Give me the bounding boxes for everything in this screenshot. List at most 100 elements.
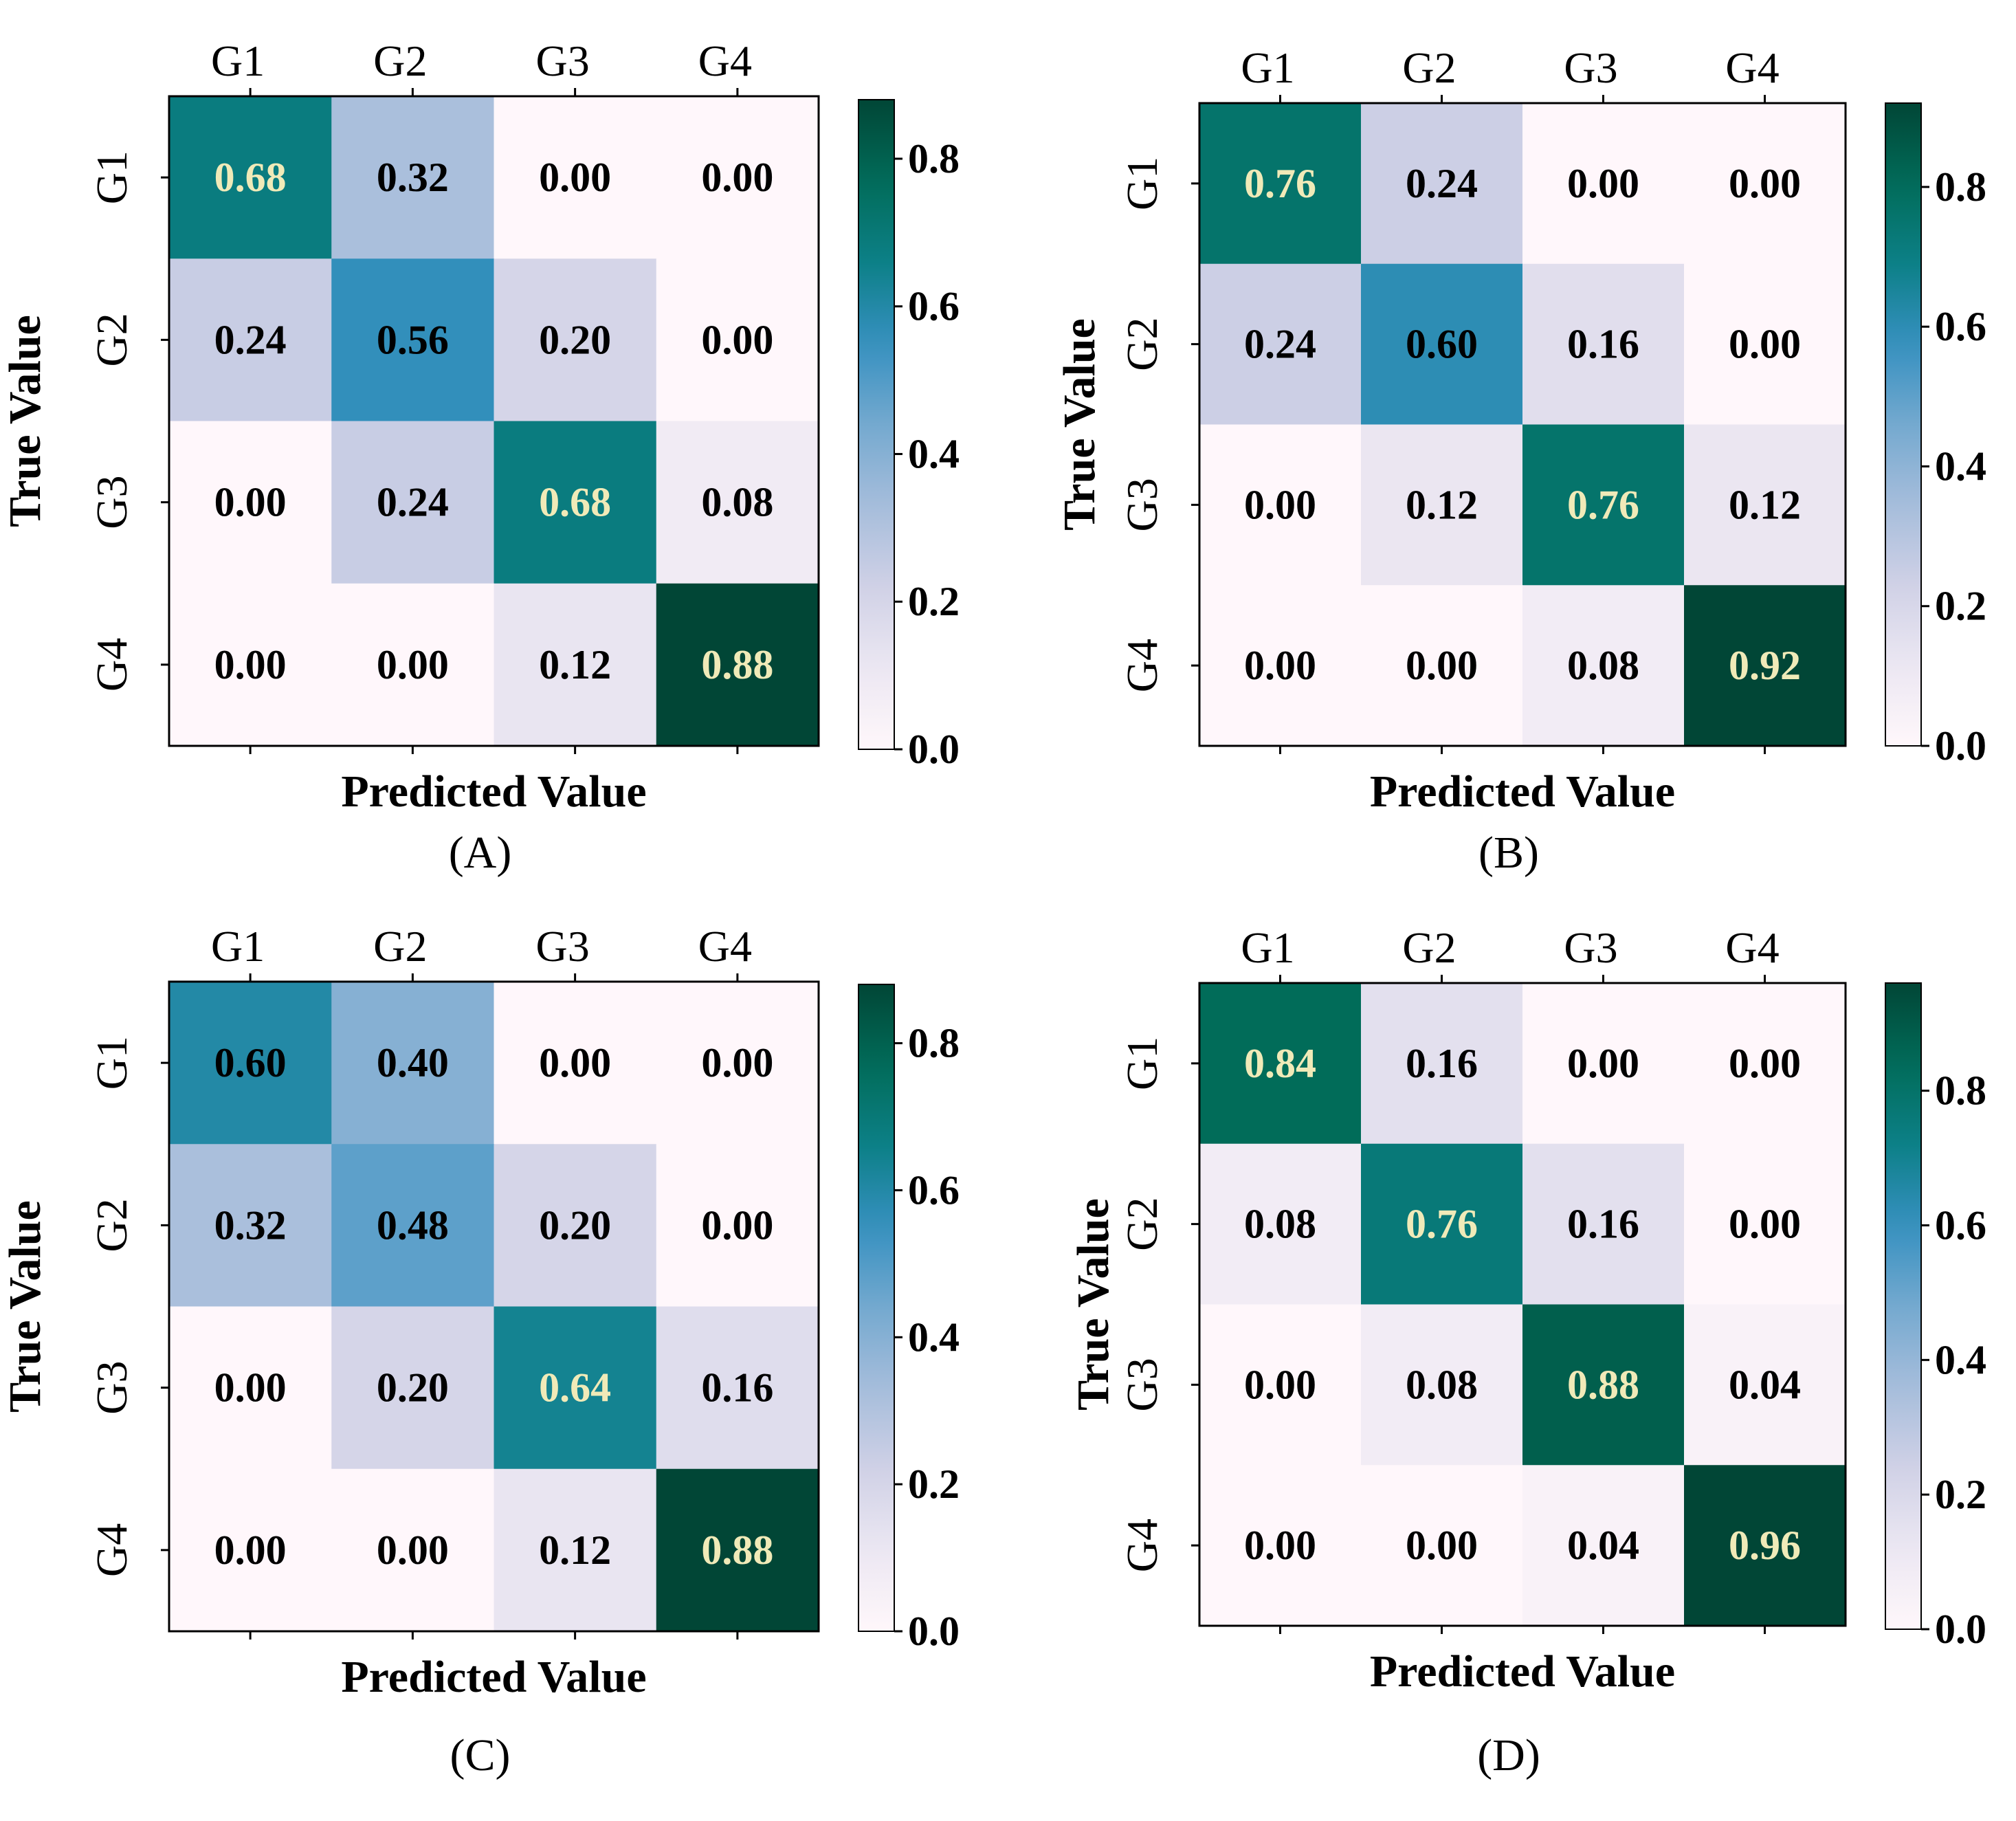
y-tick-label: G1: [1118, 1037, 1166, 1090]
confusion-matrix-panel: 0.60 0.40 0.00 0.000.32 0.48 0.20 0.000.00 0.20…: [0, 922, 960, 1780]
colorbar-tick-label: 0.8: [1935, 1068, 1986, 1114]
heatmap-cell: [494, 1144, 657, 1307]
heatmap-cell: [494, 421, 657, 584]
heatmap-cell: [656, 96, 819, 259]
cell-value-label: 0.00: [377, 1527, 449, 1573]
x-axis-title: Predicted Value: [341, 766, 646, 817]
heatmap-cell: [1199, 983, 1362, 1145]
heatmap-cell: [169, 583, 332, 747]
heatmap-cell: [1522, 983, 1685, 1145]
cell-value-label: 0.92: [1729, 643, 1801, 688]
heatmap-cell: [1522, 1465, 1685, 1626]
x-axis-title: Predicted Value: [1370, 1646, 1675, 1697]
heatmap-cell: [656, 1144, 819, 1307]
colorbar-tick-label: 0.2: [908, 1461, 960, 1507]
colorbar-tick-label: 0.4: [908, 1314, 960, 1360]
cell-value-label: 0.00: [701, 1040, 773, 1085]
cell-value-label: 0.12: [539, 642, 611, 687]
heatmap-frame: [168, 95, 820, 747]
x-tick-label: G1: [1241, 923, 1294, 972]
cell-value-label: 0.16: [1567, 1202, 1639, 1247]
heatmap-cell: [1522, 1143, 1685, 1305]
x-axis-title: Predicted Value: [341, 1652, 646, 1702]
cell-value-label: 0.20: [539, 317, 611, 362]
heatmap-cell: [1522, 585, 1685, 747]
colorbar-tick-label: 0.2: [1935, 1472, 1986, 1517]
y-tick-label: G2: [87, 1198, 136, 1252]
cell-value-label: 0.00: [1567, 161, 1639, 206]
colorbar-tick-label: 0.6: [1935, 304, 1986, 349]
cell-value-label: 0.88: [701, 642, 773, 687]
cell-value-label: 0.00: [1729, 322, 1801, 367]
cell-value-label: 0.00: [1244, 1362, 1316, 1407]
x-tick-label: G1: [1241, 43, 1294, 92]
cell-value-label: 0.00: [214, 642, 287, 687]
cell-value-label: 0.76: [1406, 1202, 1478, 1247]
x-tick-label: G4: [698, 922, 752, 971]
x-tick-label: G2: [373, 36, 427, 85]
y-axis-title: True Value: [1068, 1198, 1118, 1411]
heatmap-cell: [494, 96, 657, 259]
panel-label: (D): [1477, 1730, 1540, 1780]
heatmap-cell: [1361, 263, 1523, 425]
heatmap-cell: [1684, 1304, 1846, 1466]
y-tick-label: G1: [87, 1036, 136, 1090]
heatmap-cell: [169, 258, 332, 421]
cell-value-label: 0.76: [1244, 161, 1316, 206]
heatmap-cell: [1684, 983, 1846, 1145]
colorbar-tick-label: 0.0: [908, 727, 960, 772]
cell-value-label: 0.24: [1406, 161, 1478, 206]
colorbar: [1885, 102, 1922, 747]
heatmap-cell: [169, 1144, 332, 1307]
confusion-matrix-panel: 0.84 0.16 0.00 0.00 0.08 0.76 0.16 0.00 0.00 0.08…: [1068, 923, 1986, 1780]
cell-value-label: 0.00: [1406, 1523, 1478, 1568]
cell-value-label: 0.40: [377, 1040, 449, 1085]
heatmap-cell: [331, 1468, 494, 1632]
heatmap-cell: [656, 583, 819, 747]
cell-value-label: 0.08: [1406, 1362, 1478, 1407]
heatmap-cell: [1684, 263, 1846, 425]
heatmap-cell: [1684, 1143, 1846, 1305]
cell-value-label: 0.88: [1567, 1362, 1639, 1407]
x-tick-label: G3: [536, 36, 590, 85]
cell-value-label: 0.16: [701, 1365, 773, 1411]
cell-value-label: 0.12: [1406, 482, 1478, 527]
heatmap-cell: [1522, 263, 1685, 425]
heatmap-cell: [1684, 103, 1846, 265]
x-tick-label: G4: [1725, 43, 1779, 92]
confusion-matrix-panel: 0.68 0.32 0.00 0.00 0.24 0.56 0.20 0.00 0.00 0.24…: [0, 36, 960, 878]
x-tick-label: G1: [211, 922, 265, 971]
heatmap-cell: [169, 1306, 332, 1470]
cell-value-label: 0.60: [214, 1040, 287, 1085]
cell-value-label: 0.08: [1244, 1202, 1316, 1247]
x-tick-label: G3: [1564, 43, 1617, 92]
x-tick-label: G4: [1725, 923, 1779, 972]
y-tick-label: G4: [1118, 639, 1166, 692]
y-tick-label: G3: [87, 476, 136, 529]
heatmap-cell: [1199, 585, 1362, 747]
cell-value-label: 0.08: [1567, 643, 1639, 688]
cell-value-label: 0.00: [1244, 482, 1316, 527]
heatmap-cell: [169, 1468, 332, 1632]
y-axis-title: True Value: [1054, 318, 1105, 531]
colorbar-tick-label: 0.2: [908, 579, 960, 624]
x-tick-label: G3: [536, 922, 590, 971]
heatmap-cell: [1199, 263, 1362, 425]
cell-value-label: 0.16: [1567, 322, 1639, 367]
colorbar-tick-label: 0.8: [908, 136, 960, 181]
y-tick-label: G3: [1118, 478, 1166, 531]
heatmap-cell: [494, 258, 657, 421]
x-tick-label: G1: [211, 36, 265, 85]
confusion-matrix-panel: 0.76 0.24 0.00 0.00 0.24 0.60 0.16 0.00 0.00 0.12…: [1054, 43, 1986, 878]
heatmap-cell: [656, 1468, 819, 1632]
colorbar-tick-label: 0.6: [1935, 1203, 1986, 1248]
cell-value-label: 0.00: [214, 480, 287, 525]
cell-value-label: 0.32: [214, 1202, 287, 1248]
heatmap-cell: [1522, 424, 1685, 586]
colorbar-tick-label: 0.0: [1935, 723, 1986, 769]
x-tick-label: G2: [1402, 923, 1456, 972]
cell-value-label: 0.00: [1244, 643, 1316, 688]
heatmap-cell: [1361, 103, 1523, 265]
cell-value-label: 0.00: [1244, 1523, 1316, 1568]
